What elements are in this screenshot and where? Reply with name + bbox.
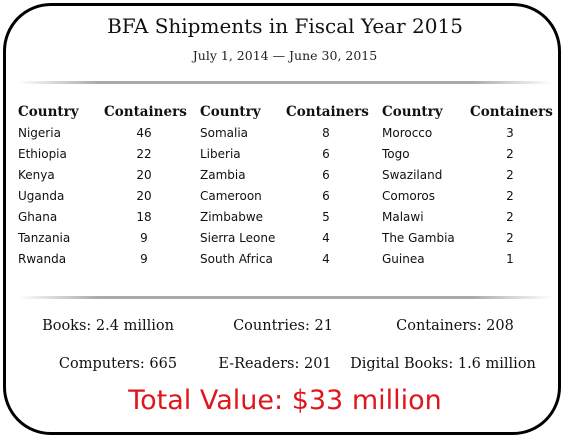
country-header: Country	[200, 104, 261, 120]
content-card	[3, 3, 561, 435]
countries-stat: Countries: 21	[233, 318, 333, 334]
containers-cell: 8	[322, 126, 330, 140]
containers-cell: 9	[140, 252, 148, 266]
country-cell: Kenya	[18, 168, 55, 182]
containers-cell: 9	[140, 231, 148, 245]
country-cell: Ghana	[18, 210, 58, 224]
bottom-divider	[18, 296, 552, 299]
containers-cell: 1	[506, 252, 514, 266]
containers-cell: 3	[506, 126, 514, 140]
containers-cell: 4	[322, 252, 330, 266]
containers-cell: 5	[322, 210, 330, 224]
top-divider	[18, 81, 552, 84]
country-cell: Rwanda	[18, 252, 67, 266]
containers-cell: 18	[136, 210, 152, 224]
country-cell: South Africa	[200, 252, 273, 266]
ereaders-stat: E-Readers: 201	[218, 356, 332, 372]
country-cell: Togo	[382, 147, 410, 161]
containers-stat: Containers: 208	[396, 318, 514, 334]
containers-header: Containers	[470, 104, 553, 120]
country-header: Country	[18, 104, 79, 120]
containers-cell: 2	[506, 210, 514, 224]
containers-cell: 4	[322, 231, 330, 245]
containers-cell: 2	[506, 168, 514, 182]
country-cell: The Gambia	[382, 231, 455, 245]
country-cell: Guinea	[382, 252, 425, 266]
country-cell: Sierra Leone	[200, 231, 276, 245]
country-cell: Zambia	[200, 168, 246, 182]
containers-cell: 6	[322, 189, 330, 203]
country-header: Country	[382, 104, 443, 120]
containers-cell: 20	[136, 189, 152, 203]
country-cell: Uganda	[18, 189, 65, 203]
containers-header: Containers	[286, 104, 369, 120]
containers-header: Containers	[104, 104, 187, 120]
containers-cell: 22	[136, 147, 152, 161]
country-cell: Nigeria	[18, 126, 61, 140]
country-cell: Malawi	[382, 210, 424, 224]
digital-books-stat: Digital Books: 1.6 million	[350, 356, 536, 372]
page-title: BFA Shipments in Fiscal Year 2015	[107, 14, 463, 38]
containers-cell: 20	[136, 168, 152, 182]
country-cell: Somalia	[200, 126, 249, 140]
country-cell: Liberia	[200, 147, 241, 161]
country-cell: Tanzania	[18, 231, 71, 245]
containers-cell: 46	[136, 126, 152, 140]
country-cell: Comoros	[382, 189, 436, 203]
containers-cell: 2	[506, 147, 514, 161]
date-range-subtitle: July 1, 2014 — June 30, 2015	[192, 48, 378, 63]
country-cell: Swaziland	[382, 168, 443, 182]
total-value: Total Value: $33 million	[128, 385, 442, 416]
containers-cell: 2	[506, 189, 514, 203]
computers-stat: Computers: 665	[58, 356, 178, 372]
containers-cell: 6	[322, 147, 330, 161]
containers-cell: 6	[322, 168, 330, 182]
country-cell: Cameroon	[200, 189, 262, 203]
country-cell: Zimbabwe	[200, 210, 264, 224]
country-cell: Ethiopia	[18, 147, 67, 161]
country-cell: Morocco	[382, 126, 433, 140]
containers-cell: 2	[506, 231, 514, 245]
books-stat: Books: 2.4 million	[42, 318, 174, 334]
